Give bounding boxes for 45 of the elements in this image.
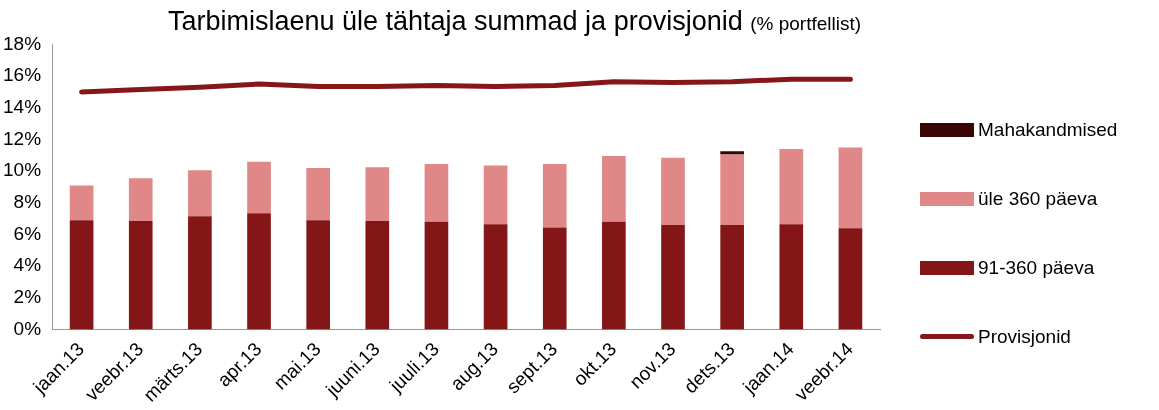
y-tick-label: 18% (3, 32, 42, 54)
bar (247, 161, 271, 214)
bar (779, 224, 804, 330)
bar (188, 216, 212, 330)
chart-title: Tarbimislaenu üle tähtaja summad ja provisjonid (167, 6, 743, 36)
y-tick-label: 12% (3, 127, 42, 149)
bar (720, 151, 744, 155)
bar (838, 147, 863, 229)
bar (602, 221, 626, 330)
bar (69, 220, 94, 330)
chart-subtitle: (% portfellist) (750, 13, 862, 34)
bar (306, 220, 330, 330)
bar (128, 178, 153, 222)
y-tick-label: 2% (13, 286, 42, 308)
y-tick-label: 6% (13, 222, 42, 244)
bar (602, 156, 626, 222)
legend-label: üle 360 päeva (978, 187, 1098, 210)
bar (128, 221, 153, 330)
bar (483, 165, 508, 225)
bar (247, 213, 271, 330)
bar (720, 154, 744, 226)
bar (365, 221, 390, 330)
bar (306, 167, 330, 221)
bar (542, 164, 567, 228)
y-tick-label: 8% (13, 191, 42, 213)
legend-label: Provisjonid (978, 325, 1071, 348)
bar (838, 228, 863, 330)
bar (542, 227, 567, 330)
bar (424, 164, 449, 222)
y-tick-label: 16% (3, 64, 42, 86)
legend-label: 91-360 päeva (978, 256, 1095, 279)
bar (661, 157, 685, 226)
y-tick-label: 10% (3, 159, 42, 181)
bar (661, 225, 685, 330)
bar (69, 185, 94, 221)
legend-label: Mahakandmised (978, 118, 1118, 141)
bar (483, 224, 508, 330)
y-tick-label: 4% (13, 254, 42, 276)
bar (188, 170, 212, 217)
bar (779, 148, 804, 225)
y-tick-label: 0% (13, 317, 42, 339)
bar (424, 221, 449, 330)
bar (720, 225, 744, 330)
bar (365, 167, 390, 222)
y-tick-label: 14% (3, 96, 42, 118)
